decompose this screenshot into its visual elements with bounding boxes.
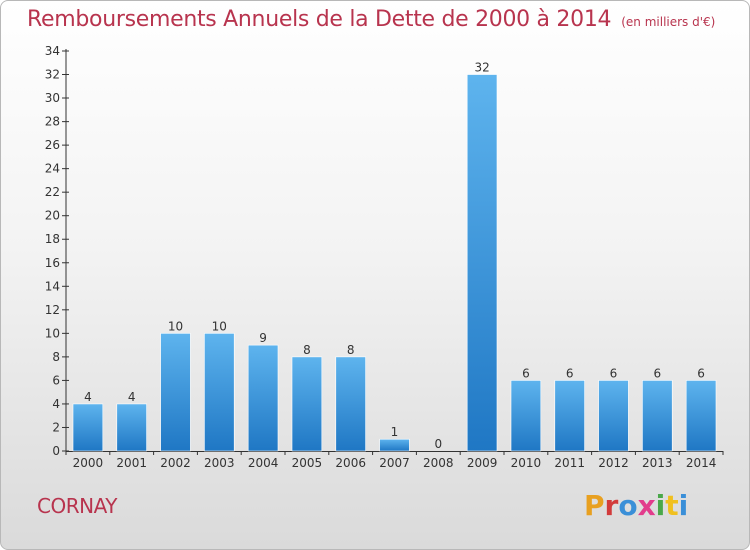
bar [291, 356, 323, 452]
x-tick-label: 2011 [554, 456, 585, 470]
data-label: 9 [259, 331, 267, 345]
bar [685, 380, 717, 452]
logo-letter: i [655, 489, 666, 522]
data-label: 6 [610, 366, 618, 380]
y-tick-label: 32 [45, 68, 60, 82]
chart-title: Remboursements Annuels de la Dette de 20… [27, 7, 715, 32]
y-tick-label: 4 [52, 397, 60, 411]
bar [160, 333, 191, 452]
x-tick-label: 2006 [335, 456, 366, 470]
x-tick-label: 2010 [511, 456, 542, 470]
y-tick-label: 34 [45, 44, 60, 58]
data-label: 6 [697, 366, 705, 380]
bar [510, 380, 542, 452]
y-tick-label: 6 [52, 373, 60, 387]
data-label: 32 [474, 61, 489, 75]
x-tick-label: 2008 [423, 456, 454, 470]
commune-name: CORNAY [37, 494, 117, 518]
logo-letter: P [584, 489, 605, 522]
bar [204, 333, 235, 452]
x-tick-label: 2009 [467, 456, 498, 470]
bar [247, 344, 279, 452]
y-tick-label: 16 [45, 256, 60, 270]
y-tick-label: 18 [45, 232, 60, 246]
y-tick-label: 24 [45, 162, 60, 176]
logo-letter: i [678, 489, 689, 522]
x-tick-label: 2012 [598, 456, 629, 470]
y-tick-label: 0 [52, 444, 60, 458]
bar [116, 403, 147, 452]
y-tick-label: 12 [45, 303, 60, 317]
bar [554, 380, 585, 452]
y-tick-label: 22 [45, 185, 60, 199]
bar [466, 74, 498, 452]
y-tick-label: 14 [45, 279, 60, 293]
x-tick-label: 2005 [292, 456, 323, 470]
y-tick-label: 30 [45, 91, 60, 105]
data-label: 10 [168, 319, 183, 333]
y-tick-label: 26 [45, 138, 60, 152]
logo-letter: x [637, 489, 656, 522]
y-tick-label: 10 [45, 326, 60, 340]
y-tick-label: 8 [52, 350, 60, 364]
data-label: 10 [212, 319, 227, 333]
data-label: 8 [347, 343, 355, 357]
x-tick-label: 2003 [204, 456, 235, 470]
x-tick-label: 2000 [73, 456, 104, 470]
chart-unit: (en milliers d'€) [621, 15, 716, 29]
logo-letter: o [618, 489, 638, 522]
data-label: 0 [434, 437, 442, 451]
x-tick-label: 2004 [248, 456, 279, 470]
bar [598, 380, 629, 452]
y-tick-label: 28 [45, 115, 60, 129]
x-tick-label: 2002 [160, 456, 191, 470]
x-tick-label: 2007 [379, 456, 410, 470]
data-label: 6 [566, 366, 574, 380]
x-tick-label: 2001 [116, 456, 147, 470]
data-label: 1 [391, 425, 399, 439]
data-label: 4 [128, 390, 136, 404]
bar [379, 438, 410, 452]
data-label: 4 [84, 390, 92, 404]
data-label: 8 [303, 343, 311, 357]
data-label: 6 [522, 366, 530, 380]
x-tick-label: 2014 [686, 456, 717, 470]
logo-letter: t [665, 489, 679, 522]
y-tick-label: 2 [52, 420, 60, 434]
bar [335, 356, 366, 452]
bar [642, 380, 673, 452]
logo-letter: r [604, 489, 619, 522]
data-label: 6 [653, 366, 661, 380]
y-tick-label: 20 [45, 209, 60, 223]
bar [72, 403, 104, 452]
x-tick-label: 2013 [642, 456, 673, 470]
chart-title-text: Remboursements Annuels de la Dette de 20… [27, 7, 612, 32]
proxiti-logo[interactable]: Proxiti [584, 489, 688, 522]
